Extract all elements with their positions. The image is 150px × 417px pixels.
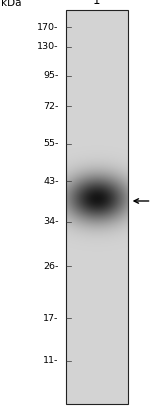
Text: 130-: 130- <box>37 42 58 51</box>
Text: 55-: 55- <box>43 139 58 148</box>
Text: 11-: 11- <box>43 356 58 365</box>
Text: 43-: 43- <box>43 177 58 186</box>
Text: 170-: 170- <box>37 23 58 32</box>
Text: 72-: 72- <box>43 102 58 111</box>
Text: 17-: 17- <box>43 314 58 323</box>
Text: kDa: kDa <box>1 0 21 8</box>
Text: 34-: 34- <box>43 217 58 226</box>
Text: 95-: 95- <box>43 71 58 80</box>
Bar <box>66 10 128 404</box>
Text: 26-: 26- <box>43 261 58 271</box>
Text: 1: 1 <box>93 0 100 7</box>
